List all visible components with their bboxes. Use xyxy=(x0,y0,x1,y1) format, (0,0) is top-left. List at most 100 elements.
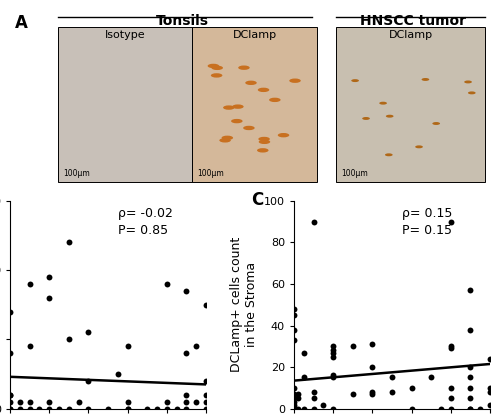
Point xyxy=(368,364,376,370)
Point xyxy=(6,405,14,412)
Point xyxy=(330,353,338,360)
Circle shape xyxy=(223,106,234,110)
Point xyxy=(182,405,190,412)
Point xyxy=(408,405,416,412)
Circle shape xyxy=(231,119,242,123)
Point xyxy=(290,405,298,412)
Point xyxy=(84,405,92,412)
Point xyxy=(486,355,494,362)
Point xyxy=(202,301,210,308)
Point xyxy=(84,329,92,336)
Circle shape xyxy=(257,148,268,153)
Point xyxy=(437,405,445,412)
Point xyxy=(202,392,210,398)
Circle shape xyxy=(220,138,231,143)
Text: C: C xyxy=(251,191,263,208)
Point xyxy=(310,405,318,412)
Point xyxy=(202,405,210,412)
Point xyxy=(104,405,112,412)
Text: ρ= -0.02
P= 0.85: ρ= -0.02 P= 0.85 xyxy=(118,207,172,237)
Point xyxy=(162,405,170,412)
Point xyxy=(408,384,416,391)
Point xyxy=(466,374,474,381)
Point xyxy=(330,405,338,412)
Point xyxy=(290,391,298,397)
Point xyxy=(16,398,24,405)
Point xyxy=(65,405,73,412)
Point xyxy=(447,384,455,391)
Point xyxy=(447,343,455,350)
Point xyxy=(84,378,92,384)
Point xyxy=(368,389,376,395)
Point xyxy=(182,392,190,398)
Point xyxy=(16,405,24,412)
Point xyxy=(388,389,396,395)
Circle shape xyxy=(385,153,392,156)
Point xyxy=(143,405,151,412)
Point xyxy=(26,281,34,287)
Circle shape xyxy=(212,65,223,70)
Point xyxy=(486,401,494,408)
Point xyxy=(114,371,122,377)
Circle shape xyxy=(269,98,280,102)
Circle shape xyxy=(415,146,423,148)
Point xyxy=(290,337,298,344)
Point xyxy=(6,350,14,357)
Circle shape xyxy=(211,73,222,78)
Circle shape xyxy=(386,115,394,118)
Point xyxy=(466,327,474,333)
Circle shape xyxy=(232,104,243,109)
Point xyxy=(6,392,14,398)
Text: Tonsils: Tonsils xyxy=(156,14,210,28)
Point xyxy=(124,398,132,405)
Point xyxy=(65,239,73,246)
Point xyxy=(26,398,34,405)
Text: HNSCC tumor: HNSCC tumor xyxy=(360,14,466,28)
Point xyxy=(124,405,132,412)
Point xyxy=(368,391,376,397)
Point xyxy=(45,405,53,412)
Point xyxy=(153,405,161,412)
Bar xyxy=(336,27,485,182)
Point xyxy=(330,343,338,350)
Point xyxy=(310,395,318,402)
Point xyxy=(6,392,14,398)
Point xyxy=(124,343,132,350)
Point xyxy=(330,372,338,379)
Circle shape xyxy=(258,140,270,144)
Circle shape xyxy=(352,79,359,82)
Point xyxy=(290,312,298,319)
Point xyxy=(6,398,14,405)
Point xyxy=(349,343,357,350)
Point xyxy=(427,374,435,381)
Point xyxy=(349,391,357,397)
Point xyxy=(6,309,14,315)
Text: A: A xyxy=(15,14,28,32)
Point xyxy=(45,398,53,405)
Point xyxy=(466,287,474,294)
Circle shape xyxy=(278,133,289,137)
Text: 100μm: 100μm xyxy=(341,169,368,178)
Text: Isotype: Isotype xyxy=(105,30,146,40)
Point xyxy=(45,294,53,301)
Point xyxy=(447,219,455,225)
Bar xyxy=(192,27,317,182)
Circle shape xyxy=(208,64,219,68)
Circle shape xyxy=(290,78,301,83)
Point xyxy=(294,391,302,397)
Point xyxy=(330,349,338,356)
Point xyxy=(36,405,44,412)
Circle shape xyxy=(258,88,270,92)
Point xyxy=(192,343,200,350)
Point xyxy=(74,398,82,405)
Point xyxy=(466,364,474,370)
Point xyxy=(466,405,474,412)
Point xyxy=(447,395,455,402)
Point xyxy=(330,374,338,381)
Point xyxy=(65,336,73,343)
Circle shape xyxy=(432,122,440,125)
Point xyxy=(486,389,494,395)
Circle shape xyxy=(422,78,430,81)
Point xyxy=(6,405,14,412)
Point xyxy=(447,405,455,412)
